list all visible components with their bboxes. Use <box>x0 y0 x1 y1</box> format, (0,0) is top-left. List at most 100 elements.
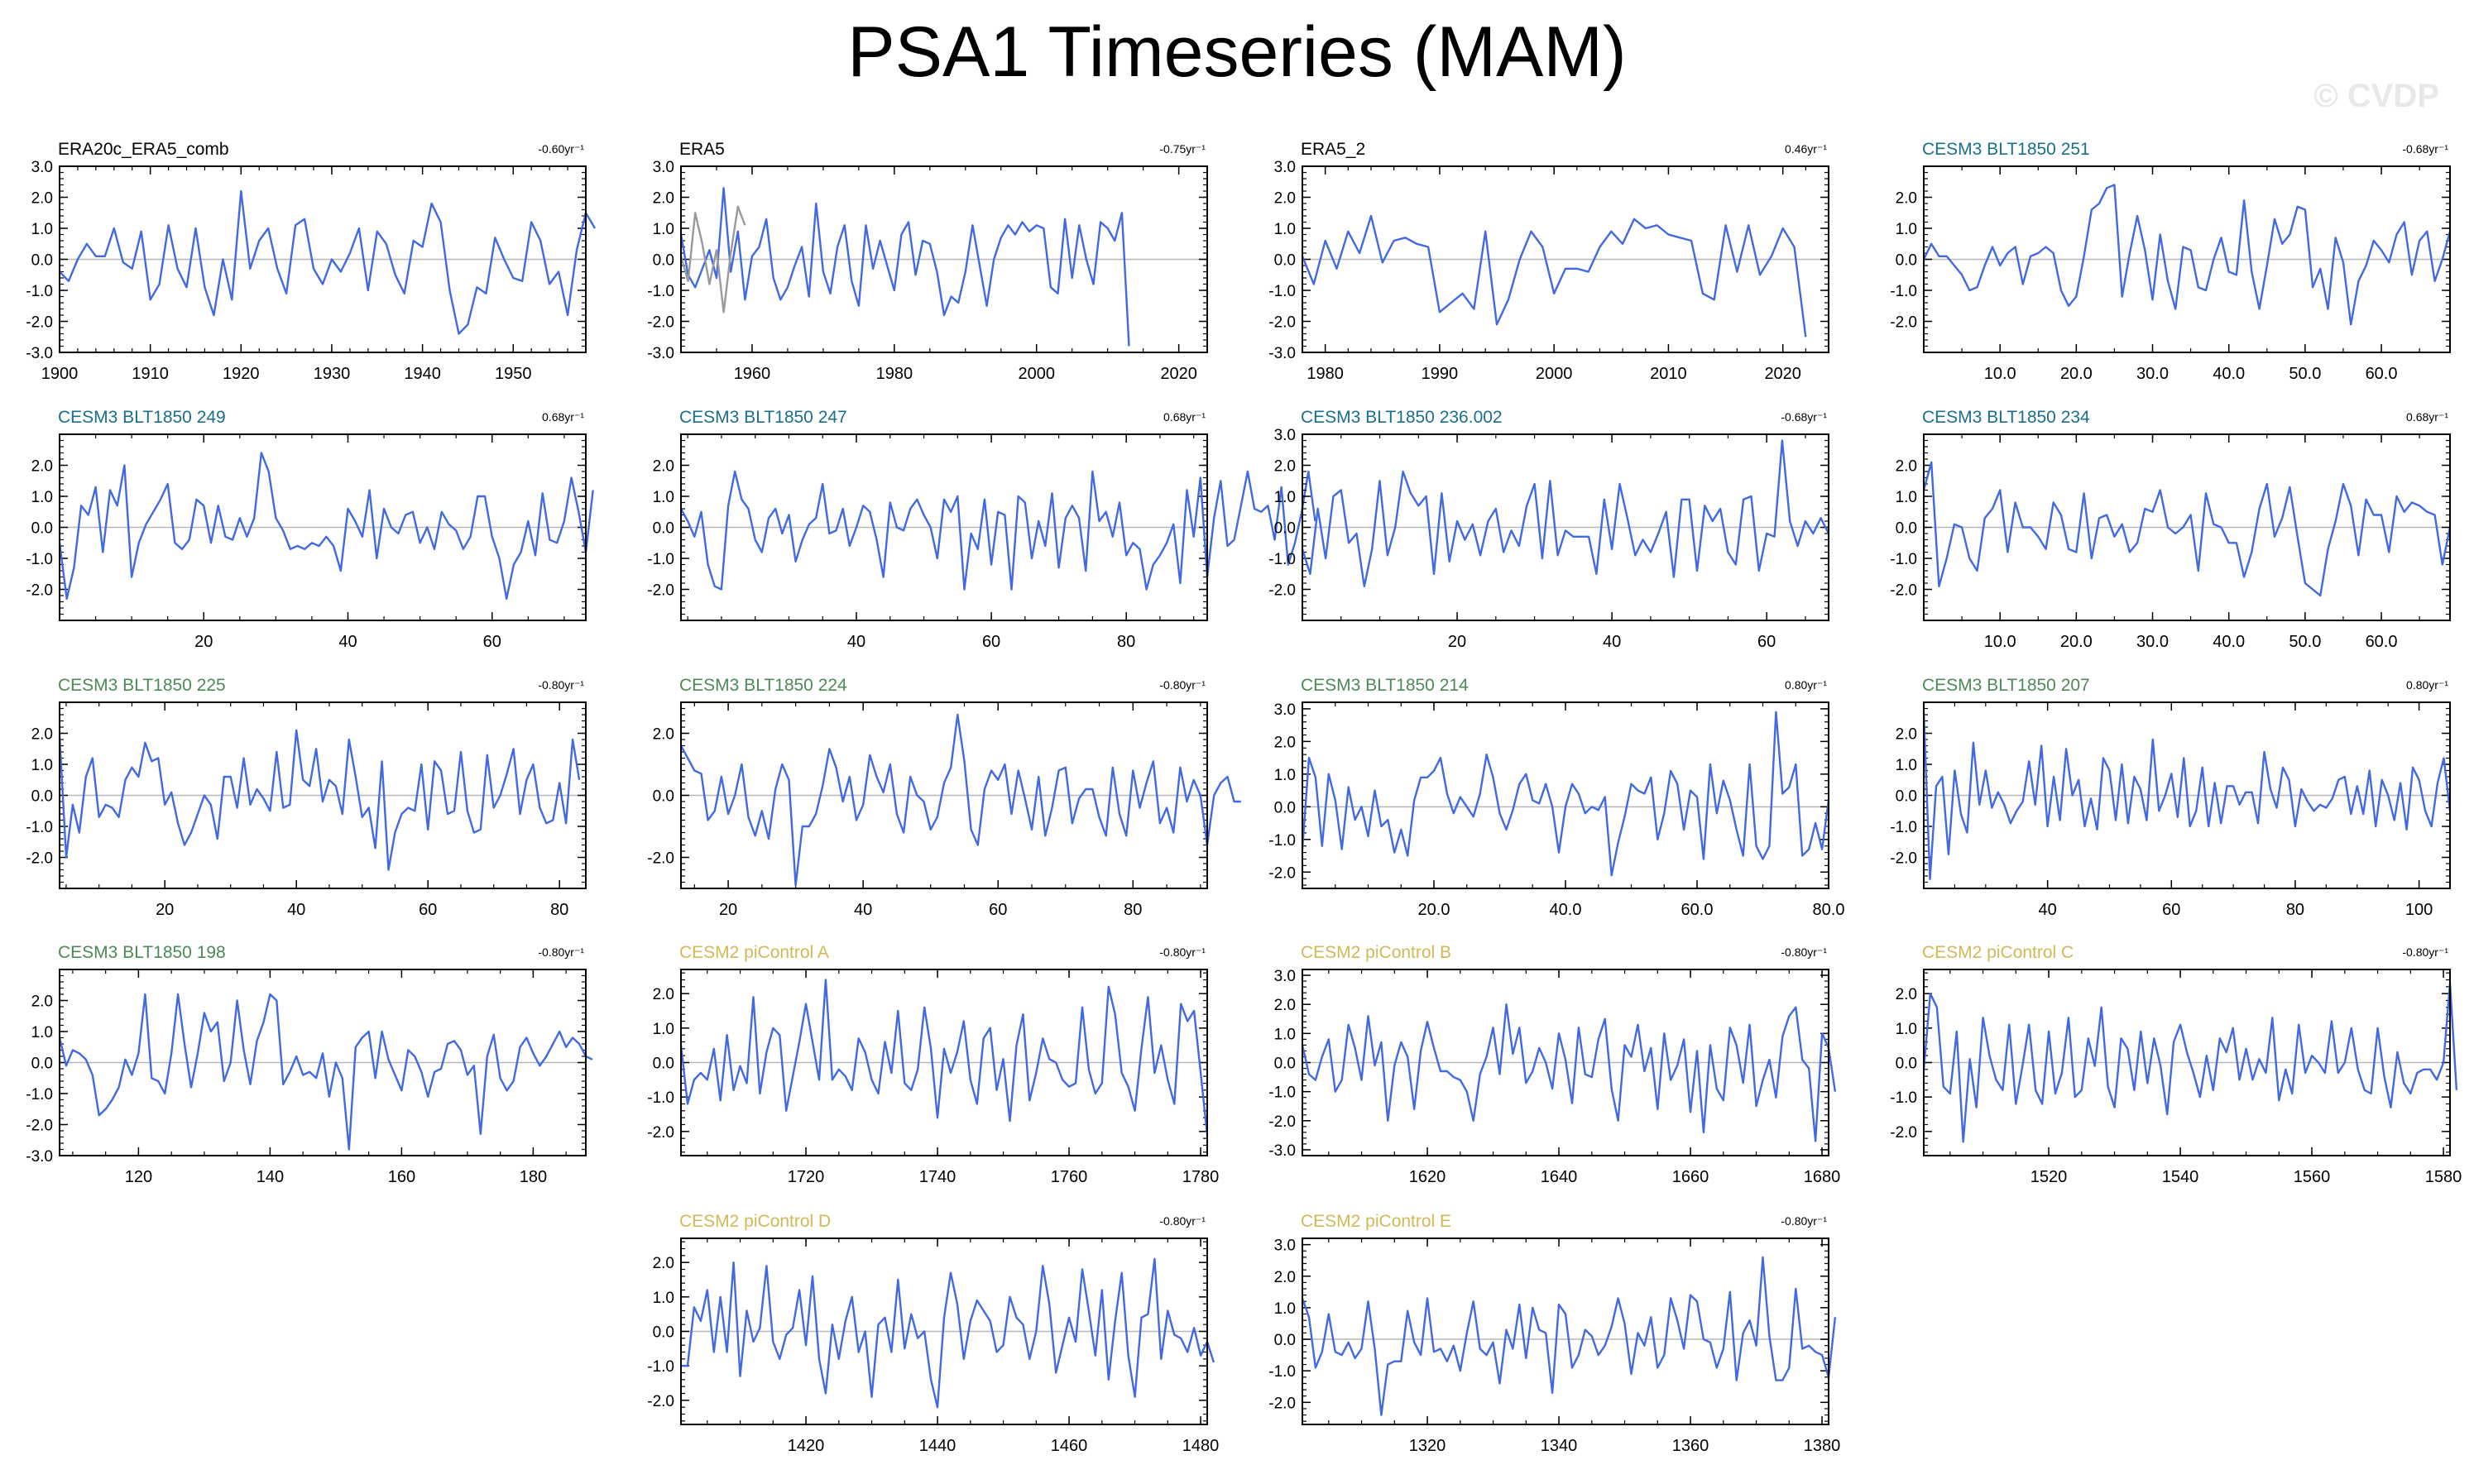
panel-11: CESM3 BLT1850 214 0.80yr⁻¹ 20.0 40.0 60.0 80.… <box>1268 676 1844 919</box>
x-tick-label: 1720 <box>788 1168 825 1186</box>
y-tick-label: 3.0 <box>31 159 53 176</box>
series-line <box>679 187 1130 347</box>
x-tick-label: 40 <box>854 901 872 919</box>
y-tick-label: -2.0 <box>1268 1113 1296 1131</box>
y-tick-label: 0.0 <box>653 788 674 806</box>
plot-frame <box>1923 165 2451 353</box>
plot-frame <box>1923 701 2451 889</box>
y-tick-label: 1.0 <box>653 221 674 238</box>
x-tick-label: 60.0 <box>2366 365 2398 383</box>
y-tick-label: -2.0 <box>1890 850 1917 868</box>
y-tick-label: 2.0 <box>653 458 674 476</box>
x-tick-label: 2020 <box>1160 365 1197 383</box>
y-tick-label: -2.0 <box>1268 1395 1296 1412</box>
x-tick-label: 50.0 <box>2289 633 2321 651</box>
series-line <box>1922 461 2452 597</box>
y-tick-label: 0.0 <box>1896 1056 1917 1073</box>
y-tick-label: 0.0 <box>31 1056 53 1073</box>
y-tick-label: -1.0 <box>647 1358 674 1376</box>
y-tick-label: -1.0 <box>647 551 674 568</box>
plot-frame <box>59 701 587 889</box>
trend-label: -0.80yr⁻¹ <box>538 945 584 959</box>
plot-frame <box>1923 433 2451 621</box>
x-tick-label: 40 <box>338 633 357 651</box>
y-tick-label: 2.0 <box>1274 190 1296 208</box>
trend-label: -0.80yr⁻¹ <box>1781 945 1827 959</box>
panel-title: CESM3 BLT1850 198 <box>58 943 226 962</box>
y-tick-label: 2.0 <box>1274 734 1296 751</box>
x-tick-label: 20.0 <box>1418 901 1450 919</box>
y-tick-label: 1.0 <box>31 221 53 238</box>
y-tick-label: 2.0 <box>1274 458 1296 476</box>
x-tick-label: 10.0 <box>1984 633 2016 651</box>
panel-17: CESM2 piControl D -0.80yr⁻¹ 1420 1440 1460 14… <box>647 1212 1219 1455</box>
x-tick-label: 20 <box>1448 633 1466 651</box>
series-line <box>1922 711 2452 881</box>
trend-label: -0.75yr⁻¹ <box>1159 142 1206 156</box>
y-tick-label: -1.0 <box>1268 551 1296 568</box>
y-tick-label: 3.0 <box>1274 1237 1296 1255</box>
y-tick-label: 1.0 <box>653 489 674 506</box>
plot-frame <box>1923 969 2451 1156</box>
panel-title: CESM3 BLT1850 249 <box>58 408 226 427</box>
panel-title: CESM3 BLT1850 236.002 <box>1301 408 1503 427</box>
panel-title: CESM3 BLT1850 234 <box>1922 408 2090 427</box>
x-tick-label: 1980 <box>876 365 913 383</box>
x-tick-label: 1680 <box>1804 1168 1841 1186</box>
x-tick-label: 1960 <box>734 365 771 383</box>
x-tick-label: 1900 <box>41 365 79 383</box>
y-tick-label: -1.0 <box>647 283 674 300</box>
plot-frame <box>680 433 1208 621</box>
trend-label: -0.80yr⁻¹ <box>1159 945 1206 959</box>
panel-18: CESM2 piControl E -0.80yr⁻¹ 1320 1340 1360 13… <box>1268 1212 1840 1455</box>
x-tick-label: 80 <box>1117 633 1135 651</box>
y-tick-label: 0.0 <box>653 520 674 538</box>
x-tick-label: 1580 <box>2425 1168 2462 1186</box>
y-tick-label: 2.0 <box>653 190 674 208</box>
y-tick-label: -1.0 <box>1268 1084 1296 1102</box>
y-tick-label: 0.0 <box>1274 252 1296 270</box>
series-line <box>58 993 593 1151</box>
plot-frame <box>59 433 587 621</box>
series-line <box>1301 439 1830 587</box>
panel-title: ERA5 <box>679 140 725 159</box>
panel-title: CESM3 BLT1850 224 <box>679 676 847 695</box>
y-tick-label: -2.0 <box>647 850 674 868</box>
y-tick-label: -2.0 <box>1268 314 1296 332</box>
y-tick-label: -1.0 <box>26 819 53 836</box>
x-tick-label: 1520 <box>2031 1168 2068 1186</box>
y-tick-label: 2.0 <box>1896 986 1917 1003</box>
y-tick-label: 0.0 <box>653 1056 674 1073</box>
panel-title: CESM3 BLT1850 247 <box>679 408 847 427</box>
x-tick-label: 40.0 <box>2213 365 2245 383</box>
y-tick-label: 2.0 <box>1896 726 1917 744</box>
extra-series-line <box>679 205 746 314</box>
x-tick-label: 80 <box>1124 901 1142 919</box>
x-tick-label: 60.0 <box>1681 901 1714 919</box>
x-tick-label: 1360 <box>1672 1437 1709 1455</box>
series-line <box>58 729 581 871</box>
panel-title: CESM2 piControl B <box>1301 943 1451 962</box>
x-tick-label: 20.0 <box>2060 633 2093 651</box>
y-tick-label: 1.0 <box>1274 1300 1296 1318</box>
plot-frame <box>1302 433 1829 621</box>
plot-frame <box>1302 969 1829 1156</box>
panel-title: ERA20c_ERA5_comb <box>58 140 229 159</box>
y-tick-label: 1.0 <box>1274 221 1296 238</box>
y-tick-label: 2.0 <box>1896 458 1917 476</box>
trend-label: 0.68yr⁻¹ <box>2406 410 2448 424</box>
x-tick-label: 80 <box>550 901 568 919</box>
panel-13: CESM3 BLT1850 198 -0.80yr⁻¹ 120 140 160 180 -3… <box>26 943 593 1186</box>
panel-12: CESM3 BLT1850 207 0.80yr⁻¹ 40 60 80 100 -2.0 -1… <box>1890 676 2452 919</box>
y-tick-label: -2.0 <box>647 1124 674 1142</box>
panel-14: CESM2 piControl A -0.80yr⁻¹ 1720 1740 1760 17… <box>647 943 1219 1186</box>
y-tick-label: 2.0 <box>31 726 53 744</box>
x-tick-label: 20 <box>719 901 737 919</box>
trend-label: 0.68yr⁻¹ <box>542 410 584 424</box>
y-tick-label: -2.0 <box>1890 1124 1917 1142</box>
x-tick-label: 1780 <box>1182 1168 1220 1186</box>
series-line <box>59 189 597 335</box>
panel-15: CESM2 piControl B -0.80yr⁻¹ 1620 1640 1660 16… <box>1268 943 1840 1186</box>
series-line <box>681 1257 1215 1409</box>
